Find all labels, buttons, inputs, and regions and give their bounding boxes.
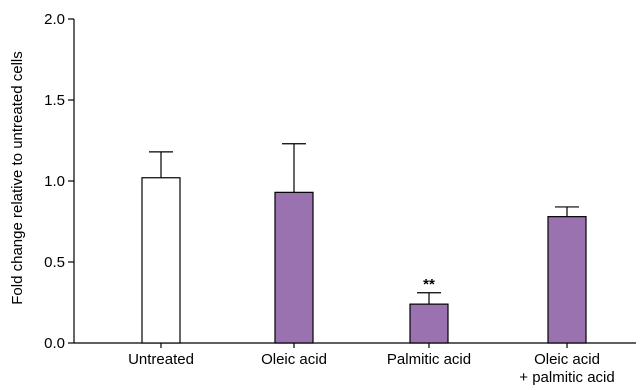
bar bbox=[141, 177, 181, 344]
y-tick-label: 0.0 bbox=[44, 335, 65, 352]
x-tick-label: Untreated bbox=[128, 351, 194, 368]
y-axis-label: Fold change relative to untreated cells bbox=[9, 51, 26, 304]
x-tick-label: Oleic acid bbox=[261, 351, 327, 368]
significance-label: ** bbox=[423, 276, 435, 293]
bar bbox=[409, 303, 449, 344]
y-tick-label: 1.0 bbox=[44, 173, 65, 190]
x-tick-label: Oleic acid bbox=[534, 351, 600, 368]
bar bbox=[547, 216, 587, 344]
x-tick-label: + palmitic acid bbox=[519, 369, 614, 386]
plot-area: 0.0 0.5 1.0 1.5 2.0 Untreated Oleic acid ** Palm… bbox=[44, 11, 636, 386]
y-tick-label: 0.5 bbox=[44, 254, 65, 271]
x-tick-label: Palmitic acid bbox=[387, 351, 471, 368]
bar bbox=[274, 191, 314, 344]
y-tick-label: 2.0 bbox=[44, 11, 65, 28]
y-tick-label: 1.5 bbox=[44, 92, 65, 109]
